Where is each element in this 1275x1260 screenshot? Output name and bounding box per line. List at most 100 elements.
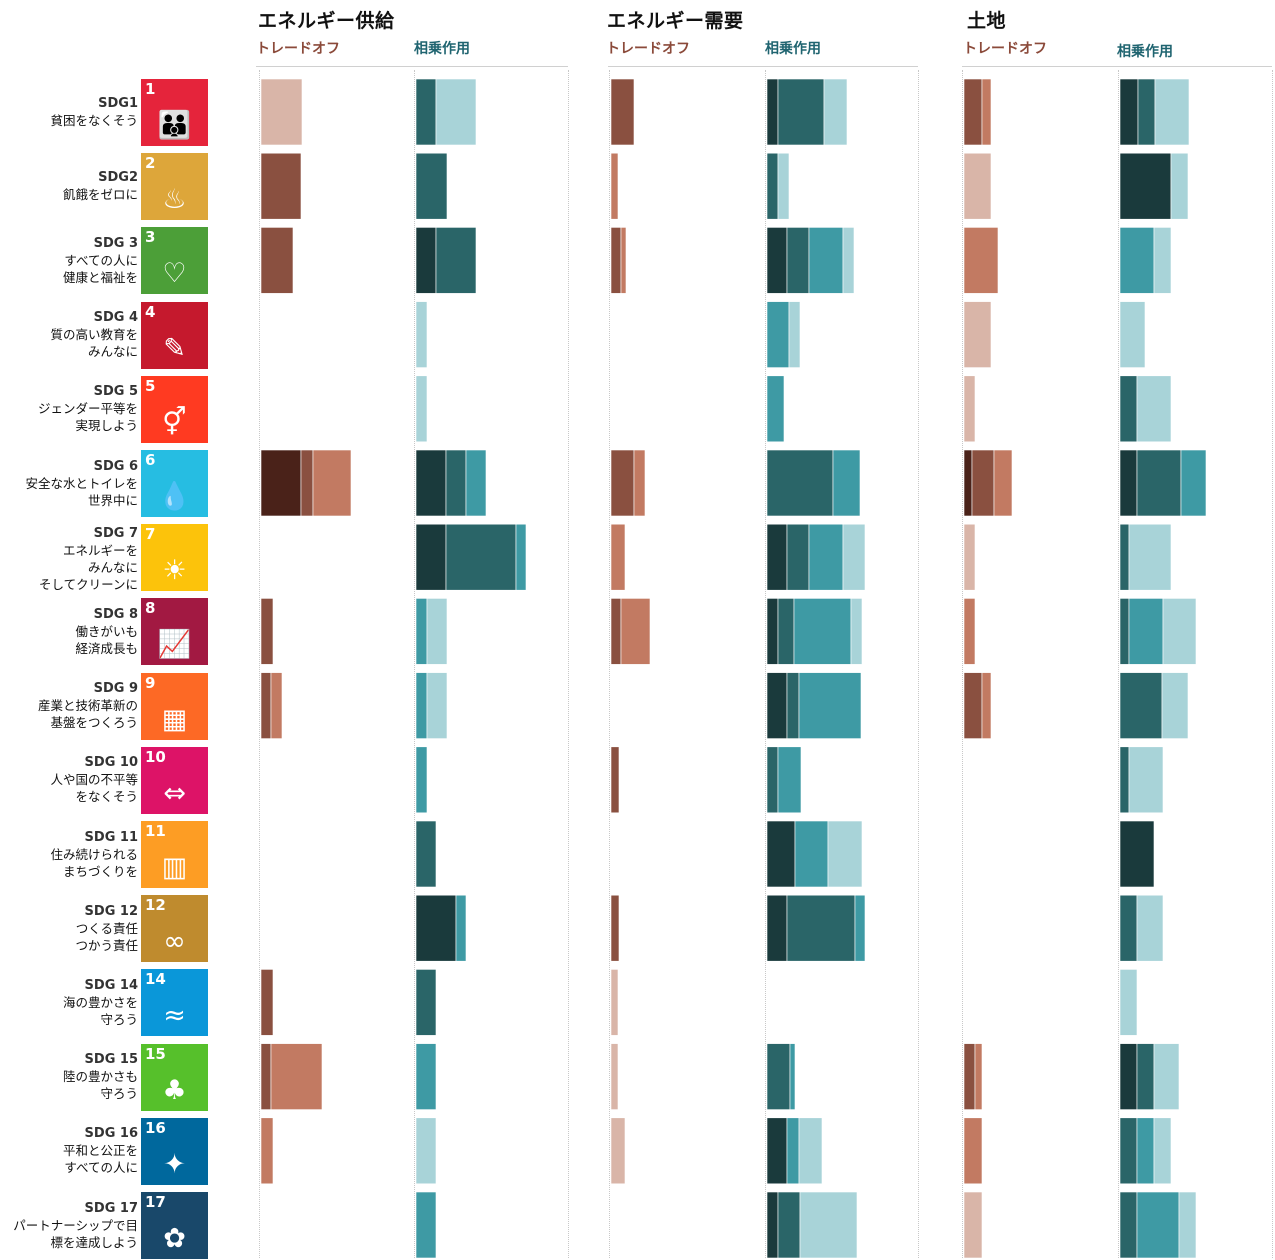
tradeoff-bar-segment <box>971 449 995 517</box>
sdg-name-line: 質の高い教育を <box>50 327 138 343</box>
sdg-icon-tile: 12 ∞ <box>141 895 208 963</box>
synergy-bar-segment <box>1180 449 1207 517</box>
sdg-number: 6 <box>145 451 156 469</box>
infinity-icon: ∞ <box>163 926 186 958</box>
sdg-label: SDG 4 質の高い教育を みんなに <box>0 309 138 360</box>
sdg-name-line: 人や国の不平等 <box>50 772 138 788</box>
synergy-bar-segment <box>1119 152 1172 220</box>
sdg-number: 1 <box>145 80 156 98</box>
synergy-bar-segment <box>842 523 866 591</box>
sdg-number: 8 <box>145 599 156 618</box>
synergy-bar-segment <box>799 1191 858 1259</box>
sdg-icon-tile: 1 👪 <box>141 79 208 146</box>
sdg-name-line: 安全な水とトイレを <box>25 475 138 491</box>
synergy-label: 相乗作用 <box>765 41 821 57</box>
sdg-number: 16 <box>145 1118 166 1137</box>
sdg-icon-tile: 7 ☀ <box>141 524 208 592</box>
sdg-name-line: 平和と公正を <box>62 1143 138 1159</box>
sdg-number: 15 <box>145 1044 166 1063</box>
sdg-name-line: つかう責任 <box>75 937 138 953</box>
city-icon: ▥ <box>161 852 188 883</box>
sdg-name-line: 経済成長も <box>75 640 138 656</box>
synergy-bar-segment <box>1153 1043 1180 1110</box>
synergy-bar-segment <box>515 523 527 591</box>
synergy-bar-segment <box>793 598 852 665</box>
synergy-bar-segment <box>415 820 437 888</box>
synergy-bar-segment <box>827 820 863 888</box>
synergy-bar-segment <box>1162 598 1197 665</box>
sdg-name-line: 海の豊かさを <box>62 994 138 1010</box>
synergy-bar-segment <box>766 227 788 294</box>
synergy-bar-segment <box>1119 227 1155 294</box>
synergy-bar-segment <box>1119 375 1138 443</box>
synergy-bar-segment <box>850 598 863 665</box>
tradeoff-bar-segment <box>620 598 651 665</box>
sdg-icon-tile: 16 ✦ <box>141 1117 208 1185</box>
sdg-label: SDG 3 すべての人に 健康と福祉を <box>0 235 138 286</box>
sdg-label: SDG2 飢餓をゼロに <box>0 169 138 203</box>
sdg-number: 2 <box>145 154 156 173</box>
sdg-name-line: 守ろう <box>100 1086 138 1102</box>
sdg-code: SDG 7 <box>93 526 138 542</box>
synergy-bar-segment <box>415 78 437 146</box>
tradeoff-bar-segment <box>610 894 620 962</box>
synergy-bar-segment <box>415 1117 437 1185</box>
synergy-bar-segment <box>1137 78 1156 146</box>
tradeoff-bar-segment <box>610 598 622 665</box>
sdg-number: 4 <box>145 302 156 321</box>
synergy-bar-segment <box>808 227 844 294</box>
sdg-name-line: まちづくりを <box>62 863 138 879</box>
sdg-label: SDG 12 つくる責任 つかう責任 <box>0 903 138 954</box>
synergy-bar-segment <box>777 152 790 220</box>
sdg-code: SDG 14 <box>84 977 138 993</box>
sdg-name-line: 貧困をなくそう <box>50 113 138 128</box>
synergy-bar-segment <box>786 227 810 294</box>
tradeoff-bar-segment <box>260 1043 272 1110</box>
synergy-bar-segment <box>426 672 448 739</box>
tradeoff-bar-segment <box>260 1117 274 1185</box>
synergy-bar-segment <box>445 523 517 591</box>
tradeoff-bar-segment <box>963 672 983 739</box>
sdg-code: SDG 10 <box>84 755 138 771</box>
synergy-bar-segment <box>1136 1191 1180 1259</box>
sdg-label: SDG 6 安全な水とトイレを 世界中に <box>0 458 138 509</box>
synergy-bar-segment <box>766 1117 788 1185</box>
synergy-bar-segment <box>1119 78 1139 146</box>
synergy-bar-segment <box>415 1043 437 1110</box>
synergy-bar-segment <box>786 523 810 591</box>
gender-icon: ⚥ <box>162 406 187 438</box>
sun-icon: ☀ <box>162 555 187 587</box>
tradeoff-bar-segment <box>974 1043 983 1110</box>
guide-line <box>765 70 766 1258</box>
tree-icon: ♣ <box>162 1074 187 1106</box>
synergy-bar-segment <box>777 1191 801 1259</box>
sdg-code: SDG 16 <box>84 1126 138 1142</box>
sdg-name-line: すべての人に <box>64 1160 138 1176</box>
sdg-icon-tile: 11 ▥ <box>141 821 208 888</box>
tradeoff-bar-segment <box>963 598 976 665</box>
tradeoff-bar-segment <box>270 672 283 739</box>
guide-line <box>568 70 569 1258</box>
sdg-icon-tile: 17 ✿ <box>141 1192 208 1259</box>
sdg-code: SDG 12 <box>84 903 138 919</box>
synergy-bar-segment <box>786 672 800 739</box>
sdg-number: 7 <box>145 525 156 544</box>
sdg-icon-tile: 6 💧 <box>141 450 208 517</box>
synergy-bar-segment <box>415 375 428 443</box>
synergy-bar-segment <box>1119 1043 1138 1110</box>
sdg-name-line: 住み続けられる <box>50 846 138 862</box>
sdg-label: SDG 14 海の豊かさを 守ろう <box>0 977 138 1028</box>
guide-line <box>609 70 610 1258</box>
synergy-bar-segment <box>415 746 428 814</box>
fish-icon: ≈ <box>163 1000 186 1032</box>
synergy-bar-segment <box>435 227 477 294</box>
sdg-name-line: つくる責任 <box>75 920 138 936</box>
group-title: 土地 <box>967 10 1007 32</box>
sdg-icon-tile: 8 📈 <box>141 598 208 666</box>
synergy-bar-segment <box>415 969 437 1036</box>
synergy-bar-segment <box>455 894 467 962</box>
tradeoff-bar-segment <box>610 227 622 294</box>
sdg-icon-tile: 9 ▦ <box>141 672 208 740</box>
synergy-bar-segment <box>1153 227 1172 294</box>
